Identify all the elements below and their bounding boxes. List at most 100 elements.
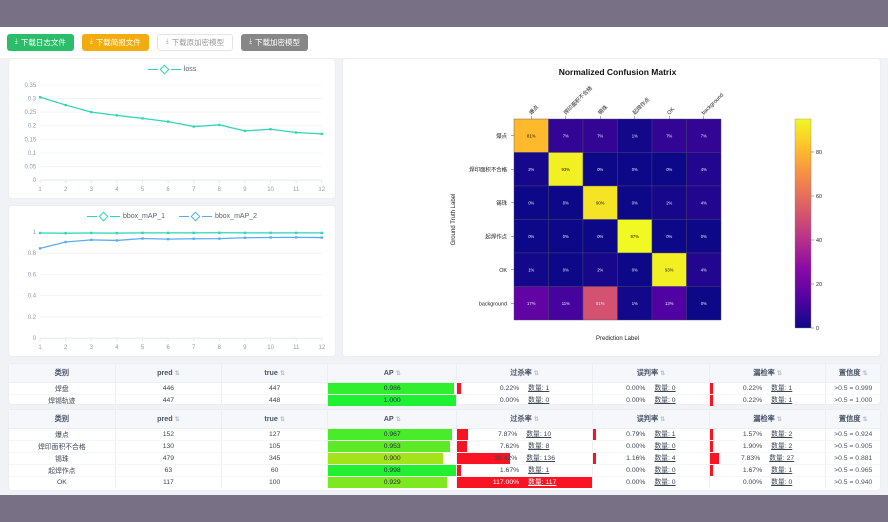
sort-icon[interactable]: ⇅	[533, 416, 539, 423]
cell-overkill-count[interactable]: 数量: 8	[528, 442, 550, 450]
cell-missed-count[interactable]: 数量: 27	[769, 454, 795, 462]
table-row[interactable]: 爆点 152 127 0.967 7.87% 数量: 10 0.79% 数量: 1 1.57% 数…	[9, 428, 880, 441]
matrix-cell[interactable]	[513, 185, 549, 220]
data-point[interactable]	[269, 128, 272, 131]
data-point[interactable]	[38, 247, 42, 250]
cell-overkill-count[interactable]: 数量: 136	[526, 454, 555, 462]
cell-misjudge-count[interactable]: 数量: 1	[654, 430, 676, 438]
cell-overkill-count[interactable]: 数量: 117	[528, 478, 557, 486]
matrix-cell[interactable]	[582, 185, 618, 220]
data-point[interactable]	[320, 231, 324, 235]
data-point[interactable]	[64, 240, 67, 244]
column-header-5[interactable]: 误判率 ⇅	[592, 410, 710, 429]
cell-missed-count[interactable]: 数量: 1	[771, 466, 793, 474]
column-header-2[interactable]: true ⇅	[221, 364, 329, 383]
column-header-3[interactable]: AP ⇅	[327, 410, 458, 429]
data-point[interactable]	[295, 236, 298, 239]
data-point[interactable]	[115, 231, 119, 235]
data-point[interactable]	[166, 120, 170, 123]
cell-misjudge-count[interactable]: 数量: 0	[654, 396, 676, 404]
matrix-cell[interactable]	[651, 118, 687, 153]
column-header-1[interactable]: pred ⇅	[115, 410, 223, 429]
data-point[interactable]	[38, 95, 42, 99]
cell-missed-count[interactable]: 数量: 2	[771, 430, 793, 438]
download-button-0[interactable]: ⤓ 下载日志文件	[7, 34, 74, 51]
data-point[interactable]	[192, 125, 195, 128]
data-point[interactable]	[90, 238, 93, 242]
column-header-5[interactable]: 误判率 ⇅	[592, 364, 710, 383]
data-point[interactable]	[115, 239, 119, 242]
cell-overkill-count[interactable]: 数量: 1	[528, 466, 550, 474]
data-point[interactable]	[64, 232, 67, 235]
data-point[interactable]	[141, 231, 144, 235]
sort-icon[interactable]: ⇅	[174, 371, 180, 378]
cell-overkill-count[interactable]: 数量: 0	[528, 396, 550, 404]
data-point[interactable]	[320, 236, 324, 239]
data-point[interactable]	[38, 231, 42, 235]
matrix-cell[interactable]	[513, 286, 549, 321]
column-header-4[interactable]: 过杀率 ⇅	[456, 364, 594, 383]
column-header-4[interactable]: 过杀率 ⇅	[456, 410, 594, 429]
matrix-cell[interactable]	[548, 118, 584, 153]
matrix-cell[interactable]	[651, 252, 687, 287]
data-point[interactable]	[166, 231, 170, 235]
sort-icon[interactable]: ⇅	[660, 370, 666, 377]
sort-icon[interactable]: ⇅	[279, 371, 285, 378]
cell-misjudge-count[interactable]: 数量: 0	[654, 478, 676, 486]
cell-misjudge-count[interactable]: 数量: 0	[654, 384, 676, 392]
column-header-1[interactable]: pred ⇅	[115, 364, 223, 383]
data-point[interactable]	[320, 132, 323, 136]
table-row[interactable]: 焊印面积不合格 130 105 0.953 7.62% 数量: 8 0.00% 数量: 0 1.…	[9, 440, 880, 453]
sort-icon[interactable]: ⇅	[660, 416, 666, 423]
column-header-3[interactable]: AP ⇅	[327, 364, 458, 383]
column-header-6[interactable]: 漏检率 ⇅	[709, 364, 827, 383]
sort-icon[interactable]: ⇅	[533, 370, 539, 377]
matrix-cell[interactable]	[651, 286, 687, 321]
sort-icon[interactable]: ⇅	[174, 417, 180, 424]
column-header-6[interactable]: 漏检率 ⇅	[709, 410, 827, 429]
data-point[interactable]	[295, 231, 298, 235]
data-point[interactable]	[192, 231, 195, 235]
column-header-7[interactable]: 置信度 ⇅	[825, 364, 880, 383]
cell-missed-count[interactable]: 数量: 0	[771, 478, 793, 486]
cell-missed-count[interactable]: 数量: 1	[771, 384, 793, 392]
matrix-cell[interactable]	[582, 152, 618, 187]
matrix-cell[interactable]	[686, 185, 722, 220]
cell-overkill-count[interactable]: 数量: 10	[526, 430, 552, 438]
legend-item[interactable]: bbox_mAP_2	[179, 211, 257, 222]
data-point[interactable]	[90, 231, 93, 235]
cell-missed-count[interactable]: 数量: 1	[771, 396, 793, 404]
matrix-cell[interactable]	[548, 252, 584, 287]
matrix-cell[interactable]	[617, 118, 653, 153]
data-point[interactable]	[141, 237, 144, 240]
data-point[interactable]	[243, 231, 247, 235]
data-point[interactable]	[64, 103, 67, 107]
download-button-2[interactable]: ⤓ 下载原加密模型	[156, 34, 234, 51]
data-point[interactable]	[269, 231, 272, 235]
data-point[interactable]	[218, 237, 221, 240]
matrix-cell[interactable]	[513, 219, 549, 254]
table-row[interactable]: OK 117 100 0.929 117.00% 数量: 117 0.00% 数量: 0 0.0…	[9, 476, 880, 488]
legend-item[interactable]: loss	[147, 64, 196, 75]
matrix-cell[interactable]	[617, 252, 653, 287]
data-point[interactable]	[243, 129, 247, 133]
data-point[interactable]	[141, 117, 144, 120]
data-point[interactable]	[192, 237, 195, 240]
table-row[interactable]: 锡珠 479 345 0.900 39.42% 数量: 136 1.16% 数量: 4 7.83…	[9, 452, 880, 465]
sort-icon[interactable]: ⇅	[862, 416, 868, 423]
data-point[interactable]	[218, 123, 221, 127]
download-button-1[interactable]: ⤓ 下载简报文件	[81, 34, 149, 51]
data-point[interactable]	[115, 114, 119, 117]
cell-missed-count[interactable]: 数量: 2	[771, 442, 793, 450]
matrix-cell[interactable]	[582, 252, 618, 287]
matrix-cell[interactable]	[548, 219, 584, 254]
data-point[interactable]	[243, 236, 247, 239]
table-row[interactable]: 起焊作点 63 60 0.998 1.67% 数量: 1 0.00% 数量: 0 1.67% 数量…	[9, 464, 880, 477]
cell-misjudge-count[interactable]: 数量: 0	[654, 442, 676, 450]
matrix-cell[interactable]	[686, 286, 722, 321]
data-point[interactable]	[294, 131, 298, 134]
sort-icon[interactable]: ⇅	[776, 416, 782, 423]
matrix-cell[interactable]	[617, 219, 653, 254]
sort-icon[interactable]: ⇅	[862, 370, 868, 377]
column-header-7[interactable]: 置信度 ⇅	[825, 410, 880, 429]
